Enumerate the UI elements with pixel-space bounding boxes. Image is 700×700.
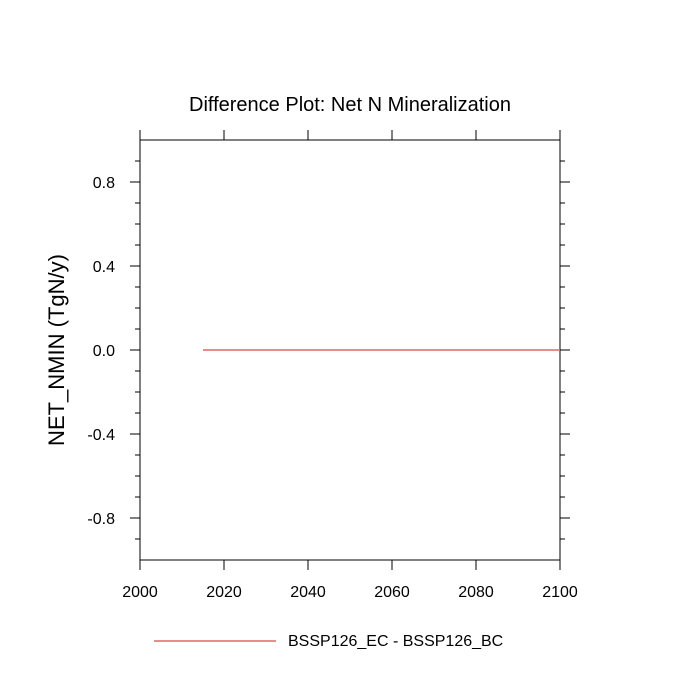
y-axis-label: NET_NMIN (TgN/y) [44, 254, 69, 446]
x-tick-label: 2040 [290, 584, 326, 601]
x-tick-label: 2060 [374, 584, 410, 601]
chart-title: Difference Plot: Net N Mineralization [189, 94, 511, 116]
axis-tick-labels: 2000 2020 2040 2060 2080 2100 -0.8 -0.4 0.0 0.4 0.… [87, 175, 577, 601]
y-tick-label: -0.8 [87, 511, 115, 528]
legend-label: BSSP126_EC - BSSP126_BC [288, 633, 503, 650]
x-tick-label: 2000 [122, 584, 158, 601]
x-tick-label: 2020 [206, 584, 242, 601]
legend: BSSP126_EC - BSSP126_BC [154, 633, 503, 650]
y-tick-label: -0.4 [87, 427, 115, 444]
x-tick-label: 2080 [458, 584, 494, 601]
y-tick-label: 0.8 [93, 175, 115, 192]
x-tick-label: 2100 [542, 584, 578, 601]
y-tick-label: 0.0 [93, 343, 115, 360]
axis-ticks [130, 130, 570, 570]
y-tick-label: 0.4 [93, 259, 115, 276]
